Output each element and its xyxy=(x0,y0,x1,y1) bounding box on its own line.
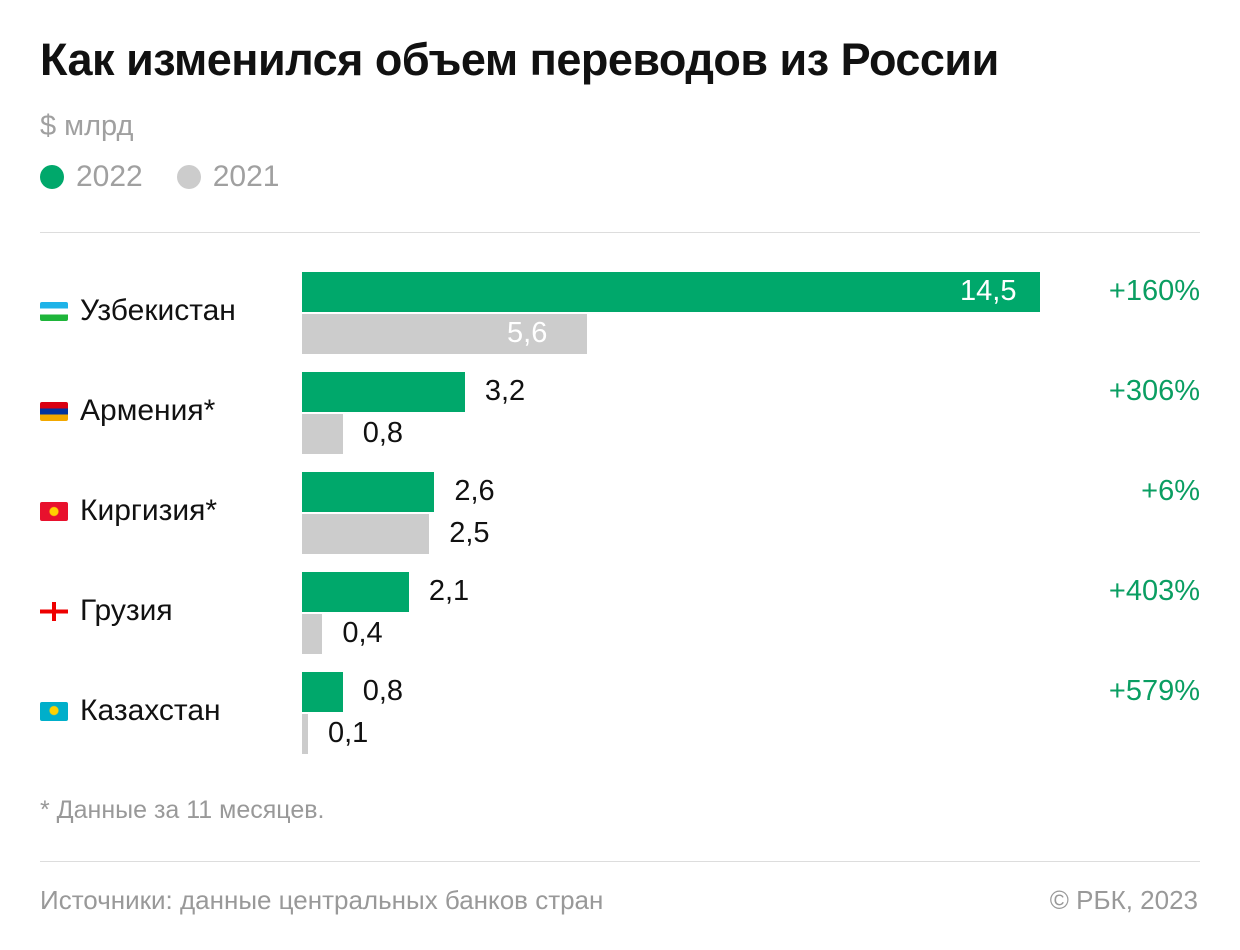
kyrgyzstan-flag-icon xyxy=(40,501,68,521)
category-name: Грузия xyxy=(80,594,173,627)
bar-2022 xyxy=(302,372,465,412)
bar-2022 xyxy=(302,472,435,512)
legend-item-2021: 2021 xyxy=(176,160,280,194)
bar-2021 xyxy=(302,614,323,654)
category-label: Армения* xyxy=(40,394,215,428)
legend-label: 2022 xyxy=(76,160,143,193)
change-label: +160% xyxy=(1108,275,1200,307)
footnote: * Данные за 11 месяцев. xyxy=(40,796,325,824)
legend-dot-2021 xyxy=(176,165,201,189)
divider-bottom xyxy=(40,861,1200,862)
change-label: +403% xyxy=(1108,575,1200,607)
bar-2021 xyxy=(302,514,430,554)
data-label-2022: 2,1 xyxy=(428,575,470,607)
data-label-2021: 5,6 xyxy=(507,317,548,349)
armenia-flag-icon xyxy=(40,401,68,421)
category-name: Казахстан xyxy=(80,694,221,727)
unit-label: $ млрд xyxy=(40,110,134,142)
bar-2021 xyxy=(302,714,308,754)
data-label-2021: 0,1 xyxy=(328,717,369,749)
change-label: +306% xyxy=(1108,375,1200,407)
change-label: +579% xyxy=(1108,675,1200,707)
kazakhstan-flag-icon xyxy=(40,701,68,721)
change-label: +6% xyxy=(1141,475,1200,507)
legend: 2022 2021 xyxy=(40,160,280,194)
category-name: Узбекистан xyxy=(80,294,236,327)
legend-dot-2022 xyxy=(40,165,64,189)
bar-2021 xyxy=(302,414,343,454)
category-label: Киргизия* xyxy=(40,494,217,528)
category-label: Узбекистан xyxy=(40,294,236,328)
category-name: Армения* xyxy=(80,394,216,427)
legend-label: 2021 xyxy=(212,160,280,193)
georgia-flag-icon xyxy=(40,601,68,621)
data-label-2022: 2,6 xyxy=(454,475,495,507)
category-name: Киргизия* xyxy=(80,494,218,527)
data-label-2022: 14,5 xyxy=(960,275,1017,307)
bar-2022 xyxy=(302,272,1040,312)
copyright: © РБК, 2023 xyxy=(1049,885,1198,915)
data-label-2022: 0,8 xyxy=(362,675,404,707)
bar-2022 xyxy=(302,672,343,712)
chart-title: Как изменился объем переводов из России xyxy=(40,34,999,85)
data-label-2021: 0,4 xyxy=(342,617,383,649)
category-label: Грузия xyxy=(40,594,173,628)
bar-2021 xyxy=(302,314,588,354)
divider-top xyxy=(40,232,1200,233)
category-label: Казахстан xyxy=(40,694,221,728)
legend-item-2022: 2022 xyxy=(40,160,143,194)
source-note: Источники: данные центральных банков стр… xyxy=(40,885,604,915)
uzbekistan-flag-icon xyxy=(40,301,68,321)
data-label-2021: 2,5 xyxy=(449,517,490,549)
data-label-2021: 0,8 xyxy=(362,417,404,449)
bar-2022 xyxy=(302,572,409,612)
data-label-2022: 3,2 xyxy=(484,375,526,407)
